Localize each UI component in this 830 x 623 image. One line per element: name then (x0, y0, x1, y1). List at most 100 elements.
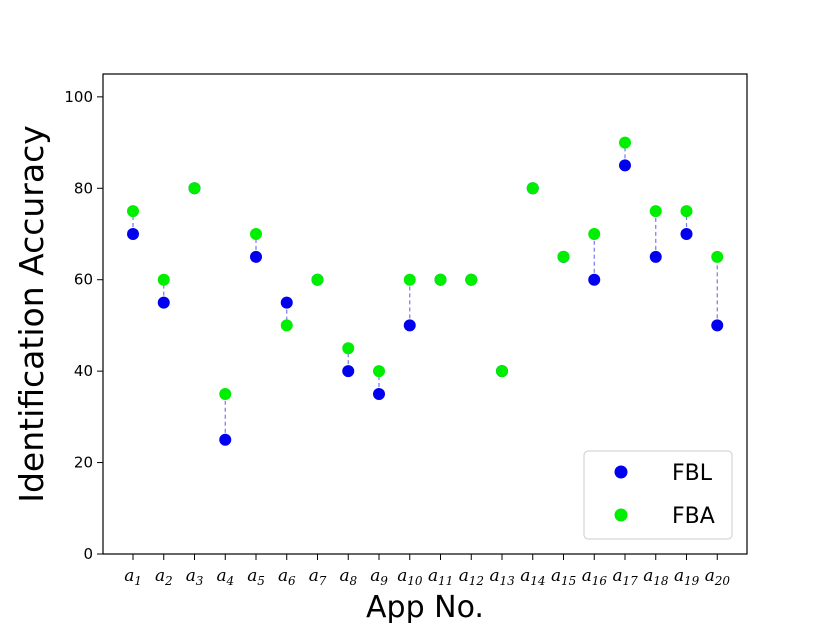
fba-point (219, 388, 232, 400)
fba-point (711, 250, 724, 263)
y-tick-label: 20 (74, 454, 93, 472)
fba-point (496, 365, 508, 378)
x-tick-label-subscript: 2 (164, 574, 173, 588)
fba-point (280, 319, 293, 332)
fba-point (588, 228, 601, 240)
fba-point (619, 136, 631, 149)
x-tick-label: a 13 (490, 566, 516, 588)
x-tick-label-base: a (643, 566, 653, 586)
y-axis-title: Identification Accuracy (12, 125, 51, 503)
fba-point (680, 205, 693, 218)
fba-point (188, 182, 201, 195)
x-tick-label: a 14 (520, 566, 545, 588)
x-tick-label-subscript: 13 (500, 574, 516, 588)
x-tick-label-base: a (124, 566, 134, 586)
x-tick-label-base: a (520, 566, 530, 586)
fbl-point (157, 296, 170, 309)
x-tick-label-base: a (551, 566, 561, 586)
x-tick-label: a 15 (551, 566, 576, 588)
fbl-point (127, 228, 139, 240)
x-tick-label-subscript: 20 (714, 574, 731, 588)
x-tick-label: a 12 (459, 566, 484, 588)
x-tick-label-subscript: 10 (407, 574, 423, 588)
fba-point (127, 205, 139, 218)
x-tick-label-subscript: 4 (226, 574, 235, 588)
x-tick-label-base: a (247, 566, 257, 586)
fba-point (434, 273, 447, 286)
x-tick-label-subscript: 6 (288, 574, 296, 588)
fba-point (342, 342, 355, 355)
data-points (127, 136, 724, 446)
fbl-point (219, 433, 232, 446)
x-tick-label-subscript: 11 (438, 574, 453, 588)
fbl-point (711, 319, 724, 332)
y-tick-label: 100 (64, 88, 93, 106)
x-tick-label: a 17 (613, 566, 639, 588)
x-tick-label-subscript: 1 (134, 574, 142, 588)
x-tick-label: a 11 (428, 566, 453, 588)
x-tick-label-base: a (428, 566, 438, 586)
x-tick-label-subscript: 17 (623, 574, 639, 588)
x-tick-label-base: a (340, 566, 350, 586)
fbl-point (403, 319, 416, 332)
x-tick-label-base: a (186, 566, 196, 586)
x-tick-label-subscript: 8 (350, 574, 358, 588)
x-tick-label-base: a (155, 566, 165, 586)
y-axis-ticks: 0 20 40 60 80 100 (64, 88, 103, 563)
x-tick-label-base: a (309, 566, 319, 586)
x-tick-label-subscript: 9 (380, 574, 388, 588)
fbl-point (250, 250, 262, 263)
fba-point (649, 205, 662, 218)
legend-items: FBL FBA (614, 461, 715, 529)
y-tick-label: 0 (83, 545, 93, 563)
fbl-point (373, 388, 385, 400)
legend-marker-fbl (614, 465, 628, 479)
x-tick-label-subscript: 3 (196, 574, 204, 588)
legend: FBL FBA (583, 450, 733, 540)
fba-point (311, 273, 324, 286)
x-tick-label: a 10 (397, 566, 423, 588)
x-tick-label: a 18 (643, 566, 669, 588)
fbl-point (619, 159, 631, 172)
legend-label-fbl: FBL (672, 461, 713, 486)
x-tick-label-subscript: 16 (592, 574, 608, 588)
x-tick-label-base: a (613, 566, 623, 586)
y-tick-label: 80 (74, 179, 93, 197)
x-tick-label-base: a (397, 566, 407, 586)
x-tick-label-subscript: 7 (319, 574, 327, 588)
fba-point (250, 228, 262, 240)
x-tick-label-base: a (705, 566, 715, 586)
x-tick-label-base: a (490, 566, 500, 586)
plot-frame (102, 73, 748, 555)
x-tick-label-subscript: 14 (530, 574, 545, 588)
x-tick-label-subscript: 5 (257, 574, 265, 588)
fba-point (403, 273, 416, 286)
fbl-point (680, 228, 693, 240)
fba-point (157, 273, 170, 286)
fbl-point (342, 365, 355, 378)
x-tick-label-subscript: 15 (561, 574, 576, 588)
x-tick-label-subscript: 18 (653, 574, 669, 588)
x-tick-label-base: a (582, 566, 592, 586)
fbl-point (649, 250, 662, 263)
x-tick-label-base: a (217, 566, 227, 586)
x-axis-ticks: a 1 a 2 a 3 a 4 a 5 a 6 a 7 a 8 a 9 a 10 a 11 a 12 a 13 a 14 a 15 a 16 a… (124, 554, 730, 588)
fba-point (465, 273, 478, 286)
x-tick-label: a 19 (674, 566, 700, 588)
x-tick-label-subscript: 12 (469, 574, 484, 588)
x-tick-label: a 20 (705, 566, 731, 588)
legend-label-fba: FBA (672, 504, 715, 529)
legend-marker-fba (614, 508, 628, 522)
fbl-point (280, 296, 293, 309)
